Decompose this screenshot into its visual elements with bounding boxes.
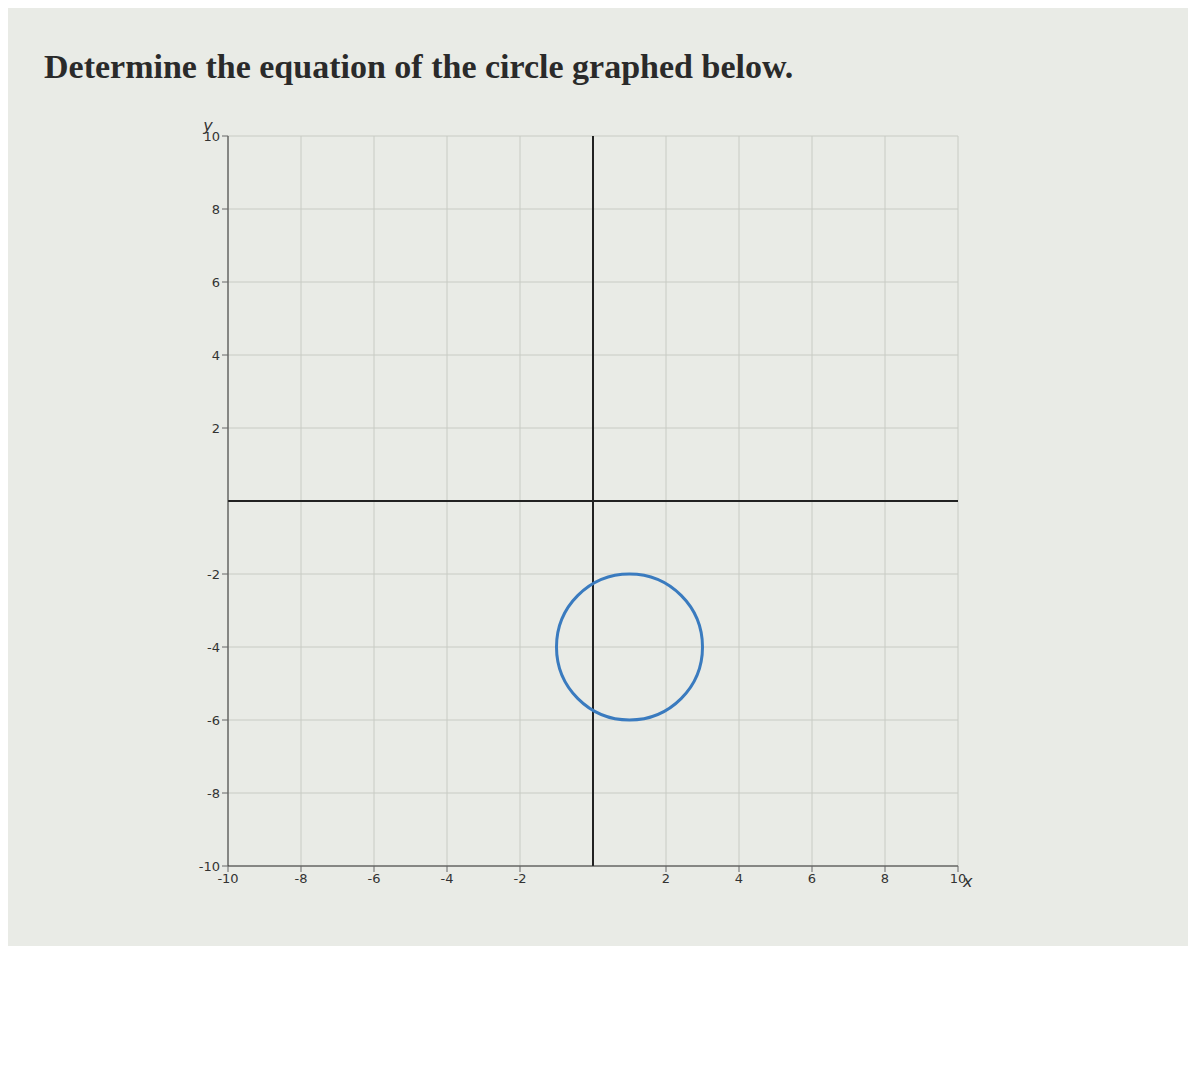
svg-text:8: 8 [881,871,889,886]
svg-text:-4: -4 [207,640,220,655]
svg-text:-4: -4 [441,871,454,886]
svg-text:10: 10 [203,128,220,144]
svg-text:x: x [962,872,973,891]
svg-text:8: 8 [212,202,220,217]
svg-text:4: 4 [735,871,743,886]
svg-text:-8: -8 [207,786,220,801]
svg-text:-10: -10 [217,871,238,886]
html-text:Determine the equation of the: Determine the equation of the circle gra… [44,48,794,85]
svg-text:4: 4 [212,348,220,363]
svg-text:10: 10 [949,871,967,887]
svg-text:-2: -2 [207,567,220,582]
svg-text:6: 6 [808,871,816,886]
svg-text:-8: -8 [295,871,308,886]
svg-text:6: 6 [212,275,220,290]
svg-text:-6: -6 [368,871,381,886]
svg-text:2: 2 [212,421,220,436]
svg-text:2: 2 [662,871,670,886]
svg-text:y: y [202,116,213,135]
svg-text:-6: -6 [207,713,220,728]
svg-text:-10: -10 [199,859,220,874]
svg-text:-2: -2 [514,871,527,886]
